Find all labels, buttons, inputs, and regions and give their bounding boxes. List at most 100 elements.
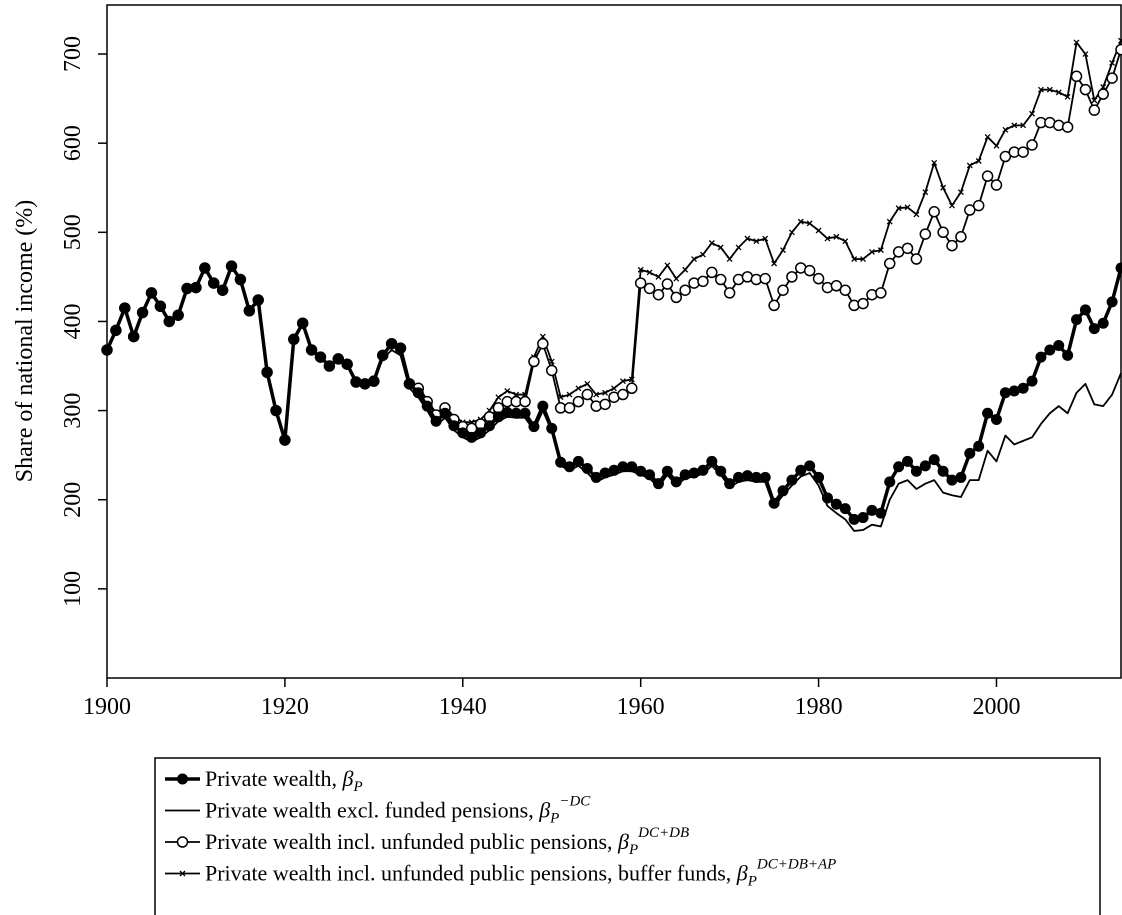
marker (655, 273, 662, 280)
legend-sub: P (628, 842, 638, 858)
marker (735, 244, 742, 251)
marker (786, 474, 798, 486)
marker (860, 256, 867, 263)
marker (1109, 59, 1116, 66)
marker (984, 133, 991, 140)
marker (975, 158, 982, 164)
marker (466, 431, 478, 443)
marker (1064, 93, 1071, 100)
marker (602, 389, 609, 396)
y-tick-label: 100 (60, 571, 86, 607)
marker (833, 233, 840, 240)
marker (581, 388, 594, 401)
marker (1044, 344, 1056, 356)
legend-symbol: β (538, 798, 550, 823)
marker (590, 471, 602, 483)
marker (176, 836, 189, 848)
marker (495, 394, 502, 401)
marker (697, 464, 709, 476)
marker (1091, 97, 1098, 104)
plot-frame (106, 4, 1122, 679)
x-tick-label: 1980 (795, 694, 843, 720)
marker (1008, 385, 1020, 397)
marker (179, 870, 186, 877)
marker (528, 355, 540, 368)
marker (519, 407, 531, 419)
marker (744, 235, 751, 242)
marker (937, 226, 949, 239)
marker (439, 407, 451, 419)
marker (697, 275, 709, 288)
marker (646, 269, 653, 276)
marker (599, 467, 611, 479)
marker (821, 492, 833, 504)
marker (1026, 375, 1038, 387)
marker (919, 228, 932, 240)
marker (475, 427, 487, 439)
marker (946, 474, 958, 486)
marker (691, 256, 698, 263)
marker (1026, 139, 1038, 151)
marker (128, 331, 140, 343)
marker (555, 456, 567, 468)
marker (546, 422, 558, 434)
marker (706, 455, 718, 467)
marker (572, 395, 585, 408)
marker (261, 366, 273, 378)
marker (611, 385, 617, 392)
marker (733, 471, 745, 483)
marker (813, 471, 825, 483)
marker (661, 278, 674, 290)
marker (1029, 110, 1036, 117)
marker (306, 344, 318, 356)
marker (350, 376, 362, 388)
marker (786, 271, 798, 283)
marker (714, 273, 727, 286)
legend-box (154, 757, 1101, 915)
marker (1011, 122, 1018, 129)
marker (644, 469, 656, 481)
marker (839, 284, 852, 296)
legend-label: Private wealth excl. funded pensions, βP… (205, 794, 591, 827)
marker (955, 231, 967, 243)
marker (1017, 146, 1029, 158)
marker (243, 305, 255, 317)
marker (626, 382, 638, 395)
marker (795, 464, 807, 476)
marker (937, 465, 949, 477)
marker (172, 309, 184, 321)
y-tick-label: 300 (60, 393, 86, 429)
marker (999, 387, 1011, 399)
marker (617, 461, 629, 473)
marker (940, 184, 947, 191)
marker (771, 260, 778, 267)
marker (593, 391, 600, 398)
marker (910, 465, 922, 477)
marker (1053, 340, 1065, 352)
marker (421, 400, 433, 412)
marker (759, 471, 771, 483)
marker (931, 159, 938, 166)
marker (101, 344, 113, 356)
marker (1097, 317, 1109, 329)
marker (673, 275, 680, 282)
marker (270, 405, 282, 417)
marker (608, 464, 620, 476)
marker (699, 251, 706, 258)
marker (652, 478, 664, 490)
marker (510, 407, 522, 419)
marker (768, 497, 780, 509)
x-tick-label: 1900 (83, 694, 131, 720)
marker (208, 277, 220, 289)
y-tick-label: 500 (60, 214, 86, 250)
marker (190, 282, 202, 294)
marker (581, 463, 593, 475)
marker (868, 248, 875, 255)
marker (803, 264, 816, 277)
marker (884, 476, 896, 488)
marker (901, 242, 914, 255)
marker (824, 235, 831, 242)
series-line (106, 40, 1122, 441)
marker (545, 364, 558, 377)
